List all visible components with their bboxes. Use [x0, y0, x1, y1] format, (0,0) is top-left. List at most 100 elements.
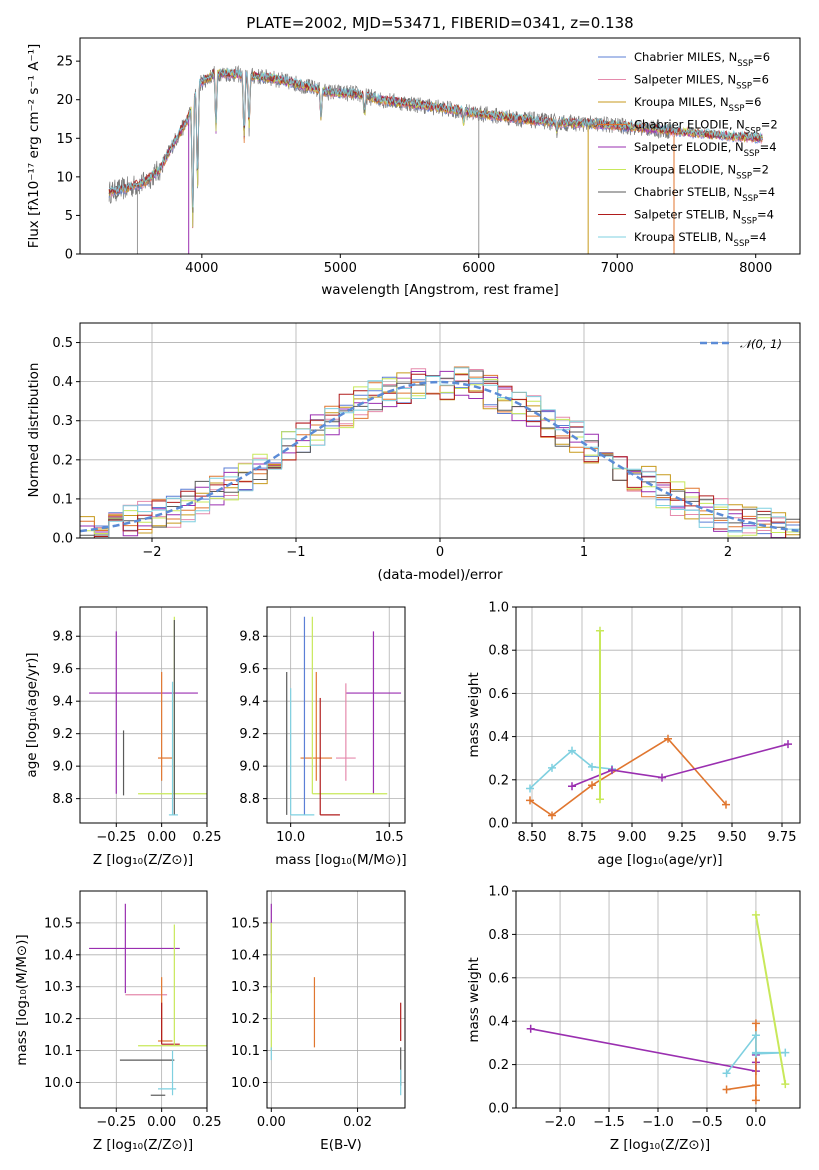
ageZ-ylabel: age [log₁₀(age/yr)] [24, 652, 40, 777]
spectrum-lines [108, 65, 764, 254]
grid-lines [267, 607, 405, 823]
y-tick-label: 10 [56, 170, 73, 185]
x-tick-label: 0.00 [147, 1115, 176, 1130]
point-marker-kroupa_elodie [596, 795, 604, 804]
point-marker-chabrier_elodie [751, 1019, 760, 1028]
mwZ-xlabel: Z [log₁₀(Z/Z⊙)] [610, 1137, 710, 1153]
x-tick-label: 6000 [462, 261, 495, 276]
x-tick-label: 9.00 [618, 830, 647, 845]
point-marker-kroupa_elodie [781, 1080, 790, 1089]
x-tick-label: 4000 [185, 261, 218, 276]
p-massZ-frame [79, 890, 208, 1109]
x-tick-label: 9.75 [768, 830, 797, 845]
x-tick-label: −0.25 [96, 830, 136, 845]
point-marker-kroupa_stelib [526, 784, 534, 793]
y-tick-label: 0.1 [52, 492, 73, 507]
point-marker-chabrier_elodie [664, 734, 672, 743]
massweight-vs-age-panel: age [log₁₀(age/yr)] mass weight 8.50 8.75… [466, 601, 801, 868]
series-line-kroupa_elodie [754, 914, 787, 1085]
y-tick-label: 10.0 [231, 1076, 260, 1091]
x-tick-label: 0.00 [147, 830, 176, 845]
y-tick-label: 0.4 [488, 730, 509, 745]
x-tick-label: 8.75 [568, 830, 597, 845]
point-marker-salpeter_elodie [608, 766, 616, 775]
point-marker-chabrier_elodie [588, 781, 596, 790]
residual-xlabel: (data-model)/error [377, 567, 503, 583]
mwAge-ylabel: mass weight [466, 672, 482, 757]
x-tick-label: 9.25 [668, 830, 697, 845]
y-tick-label: 10.0 [44, 1076, 73, 1091]
x-tick-label: 0 [436, 545, 444, 560]
p-mwAge-frame [515, 606, 801, 824]
y-tick-label: 10.1 [44, 1044, 73, 1059]
point-marker-salpeter_elodie [784, 740, 792, 749]
spectrum-ylabel: Flux [fλ10⁻¹⁷ erg cm⁻² s⁻¹ A⁻¹] [26, 44, 42, 249]
legend-label-kroupa_elodie: Kroupa ELODIE, NSSP=2 [634, 163, 769, 182]
y-tick-label: 9.2 [239, 727, 260, 742]
y-tick-label: 10.5 [231, 916, 260, 931]
y-tick-label: 0.8 [488, 928, 509, 943]
y-tick-label: 0.0 [488, 1102, 509, 1117]
point-marker-kroupa_stelib [751, 1031, 760, 1040]
x-tick-label: −1.5 [593, 1115, 625, 1130]
residual-histogram-panel: (data-model)/error Normed distribution −… [26, 322, 801, 583]
y-tick-label: 10.3 [44, 980, 73, 995]
point-marker-kroupa_elodie [751, 910, 760, 919]
point-marker-kroupa_elodie [596, 626, 604, 635]
y-tick-label: 9.6 [239, 662, 260, 677]
y-tick-label: 1.0 [488, 885, 509, 900]
ageM-xlabel: mass [log₁₀(M/M⊙)] [275, 852, 406, 868]
x-tick-label: 0.02 [343, 1115, 372, 1130]
x-tick-label: 9.50 [718, 830, 747, 845]
observed-spectrum [108, 65, 676, 217]
y-tick-label: 15 [56, 132, 73, 147]
x-tick-label: 10.0 [276, 830, 305, 845]
histogram-kroupa_stelib [80, 367, 800, 538]
y-tick-label: 10.2 [231, 1012, 260, 1027]
grid-lines [516, 606, 800, 824]
point-marker-chabrier_elodie [722, 1085, 731, 1094]
y-tick-label: 10.4 [44, 948, 73, 963]
y-tick-label: 0.4 [52, 375, 73, 390]
massE-xlabel: E(B-V) [320, 1137, 362, 1153]
point-marker-kroupa_stelib [588, 762, 596, 771]
grid-lines [80, 891, 208, 1108]
point-marker-chabrier_elodie [722, 800, 730, 809]
y-tick-label: 1.0 [488, 601, 509, 616]
grid-lines [80, 607, 208, 823]
legend-label-salpeter_stelib: Salpeter STELIB, NSSP=4 [634, 208, 774, 227]
histogram-salpeter_stelib [80, 373, 800, 538]
y-tick-label: 0.0 [488, 817, 509, 832]
age-vs-metallicity-panel: Z [log₁₀(Z/Z⊙)] age [log₁₀(age/yr)] −0.2… [24, 606, 221, 868]
massZ-xlabel: Z [log₁₀(Z/Z⊙)] [93, 1137, 193, 1153]
y-tick-label: 8.8 [52, 792, 73, 807]
spectrum-title: PLATE=2002, MJD=53471, FIBERID=0341, z=0… [246, 14, 633, 32]
y-tick-label: 9.4 [52, 695, 73, 710]
series-lines [526, 910, 790, 1105]
y-tick-label: 10.2 [44, 1012, 73, 1027]
x-tick-label: −1.0 [642, 1115, 674, 1130]
point-marker-kroupa_stelib [781, 1048, 790, 1057]
y-tick-label: 0.4 [488, 1015, 509, 1030]
ageZ-xlabel: Z [log₁₀(Z/Z⊙)] [93, 852, 193, 868]
y-tick-label: 0.2 [488, 773, 509, 788]
point-marker-salpeter_elodie [658, 773, 666, 782]
y-tick-label: 9.0 [239, 760, 260, 775]
errorbars [89, 903, 207, 1096]
x-tick-label: 0.25 [193, 1115, 222, 1130]
residual-ylabel: Normed distribution [26, 363, 42, 498]
y-tick-label: 0.6 [488, 687, 509, 702]
series-line-salpeter_elodie [571, 743, 789, 788]
y-tick-label: 9.4 [239, 695, 260, 710]
legend-label-chabrier_stelib: Chabrier STELIB, NSSP=4 [634, 185, 775, 204]
y-tick-label: 9.6 [52, 662, 73, 677]
y-tick-label: 0.6 [488, 971, 509, 986]
x-tick-label: 7000 [601, 261, 634, 276]
point-marker-chabrier_elodie [548, 811, 556, 820]
spectrum-panel: PLATE=2002, MJD=53471, FIBERID=0341, z=0… [26, 14, 801, 298]
y-tick-label: 10.3 [231, 980, 260, 995]
x-tick-label: 10.5 [375, 830, 404, 845]
point-marker-salpeter_elodie [568, 782, 576, 791]
x-tick-label: 0.00 [257, 1115, 286, 1130]
